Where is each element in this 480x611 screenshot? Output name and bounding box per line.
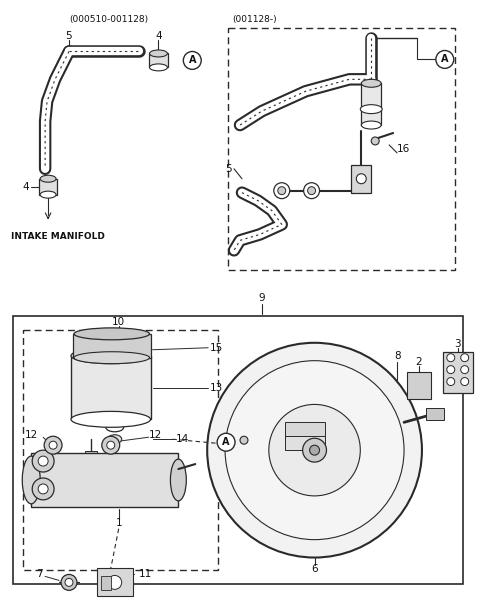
Circle shape [447,378,455,386]
Bar [361,83,381,125]
Text: 1: 1 [115,518,122,528]
Text: 8: 8 [394,351,400,360]
Circle shape [447,354,455,362]
Bar [73,334,151,357]
Circle shape [371,137,379,145]
Text: A: A [222,437,230,447]
Text: 11: 11 [139,569,152,579]
Text: INTAKE MANIFOLD: INTAKE MANIFOLD [12,232,105,241]
Text: 2: 2 [416,357,422,367]
Circle shape [107,441,115,449]
Circle shape [302,438,326,462]
Circle shape [310,445,320,455]
Circle shape [304,183,320,199]
Bar [31,453,179,507]
Circle shape [461,378,468,386]
Circle shape [183,51,201,70]
Text: 13: 13 [210,382,223,392]
Text: 7: 7 [36,569,43,579]
Bar [148,54,168,67]
Bar [426,408,444,420]
Text: 6: 6 [311,565,318,574]
Circle shape [49,441,57,449]
Ellipse shape [170,459,186,501]
Bar [71,356,151,419]
Text: 5: 5 [226,164,232,174]
Text: 3: 3 [455,338,461,349]
Circle shape [217,433,235,451]
Bar [39,179,57,195]
Bar [85,451,97,459]
Bar [443,352,473,393]
Circle shape [436,51,454,68]
Circle shape [108,576,122,590]
Bar [23,330,218,571]
Ellipse shape [360,104,382,114]
Ellipse shape [361,79,381,87]
Text: 4: 4 [23,181,29,192]
Circle shape [461,354,468,362]
Ellipse shape [74,328,150,340]
Circle shape [447,365,455,373]
Ellipse shape [71,348,151,364]
Circle shape [102,436,120,454]
Ellipse shape [361,121,381,129]
Text: 16: 16 [397,144,410,154]
Ellipse shape [40,191,56,198]
Circle shape [38,456,48,466]
Bar [228,27,455,270]
Text: 12: 12 [24,430,38,441]
Circle shape [44,436,62,454]
Circle shape [461,365,468,373]
Circle shape [240,436,248,444]
Bar [351,165,371,192]
Bar [407,371,431,400]
Circle shape [61,574,77,590]
Bar [97,568,132,596]
Text: 15: 15 [210,343,223,353]
Ellipse shape [150,64,168,71]
Text: (001128-): (001128-) [232,15,276,24]
Text: 14: 14 [175,434,189,444]
Ellipse shape [40,175,56,182]
Circle shape [225,360,404,540]
Circle shape [38,484,48,494]
Circle shape [269,404,360,496]
Circle shape [65,579,73,587]
Circle shape [32,450,54,472]
Text: A: A [441,54,448,64]
Ellipse shape [150,50,168,57]
Ellipse shape [106,423,124,432]
Text: (000510-001128): (000510-001128) [69,15,148,24]
Circle shape [356,174,366,184]
Circle shape [308,187,315,195]
Bar [285,422,324,440]
Circle shape [32,478,54,500]
Ellipse shape [108,435,122,444]
Text: A: A [189,56,196,65]
Bar [101,576,111,590]
Bar [285,436,324,450]
Text: 4: 4 [155,31,162,40]
Text: 9: 9 [259,293,265,303]
Bar [13,316,463,584]
Ellipse shape [71,411,151,427]
Ellipse shape [74,352,150,364]
Circle shape [274,183,290,199]
Text: 12: 12 [148,430,162,441]
Ellipse shape [22,456,40,504]
Circle shape [278,187,286,195]
Circle shape [207,343,422,557]
Text: 5: 5 [66,31,72,40]
Text: 10: 10 [112,317,125,327]
